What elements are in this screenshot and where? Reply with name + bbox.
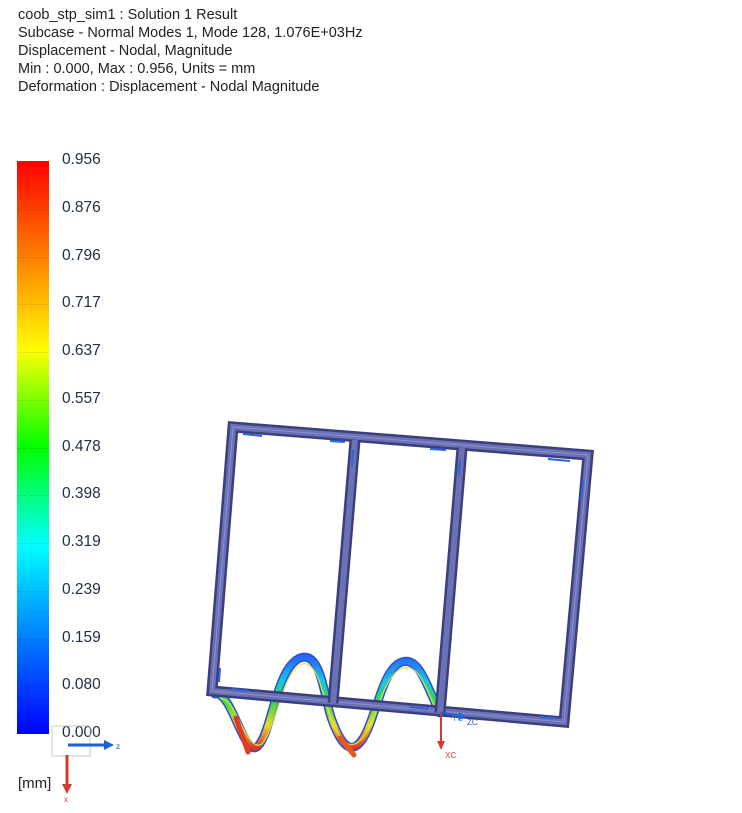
legend-value-label: 0.398 [62,485,101,503]
legend-tick [17,399,49,401]
legend-value-label: 0.717 [62,294,101,312]
legend-tick [17,495,49,497]
legend-value-label: 0.557 [62,389,101,407]
result-title: coob_stp_sim1 : Solution 1 Result [18,7,238,23]
legend-value-label: 0.319 [62,533,101,550]
legend-value-label: 0.000 [62,724,101,741]
legend-tick [17,256,49,258]
legend-value-label: 0.080 [62,676,101,694]
legend-value-label: 0.478 [62,437,101,455]
legend-value-label: 0.637 [62,342,101,359]
result-type-line: Displacement - Nodal, Magnitude [18,43,233,59]
triad-yc-label: YC [452,714,463,723]
legend-tick [17,208,49,210]
legend-value-label: 0.876 [62,198,101,216]
legend-value-label: 0.239 [62,580,101,598]
result-header: coob_stp_sim1 : Solution 1 Result Subcas… [18,6,363,96]
subcase-line: Subcase - Normal Modes 1, Mode 128, 1.07… [18,25,363,41]
deformation-line: Deformation : Displacement - Nodal Magni… [18,79,320,95]
triad-zc-label: ZC [467,718,478,727]
view-triad-x-label: x [64,795,68,804]
triad-xc-label: XC [445,751,456,760]
color-legend-bar [17,161,49,734]
legend-tick [17,638,49,640]
legend-tick [17,590,49,592]
model-coordinate-triad: YC ZC XC [437,712,478,760]
legend-value-label: 0.796 [62,246,101,264]
min-max-line: Min : 0.000, Max : 0.956, Units = mm [18,61,256,77]
spring-coil [210,652,445,758]
view-triad-z-label: z [116,742,120,751]
view-triad: z x [51,725,120,804]
legend-tick [17,304,49,306]
legend-value-label: 0.956 [62,151,101,168]
legend-tick [17,686,49,688]
frame-structure [206,421,594,728]
legend-tick [17,543,49,544]
legend-tick [17,352,49,353]
legend-value-label: 0.159 [62,628,101,646]
legend-tick [17,447,49,449]
legend-units: [mm] [18,775,52,792]
